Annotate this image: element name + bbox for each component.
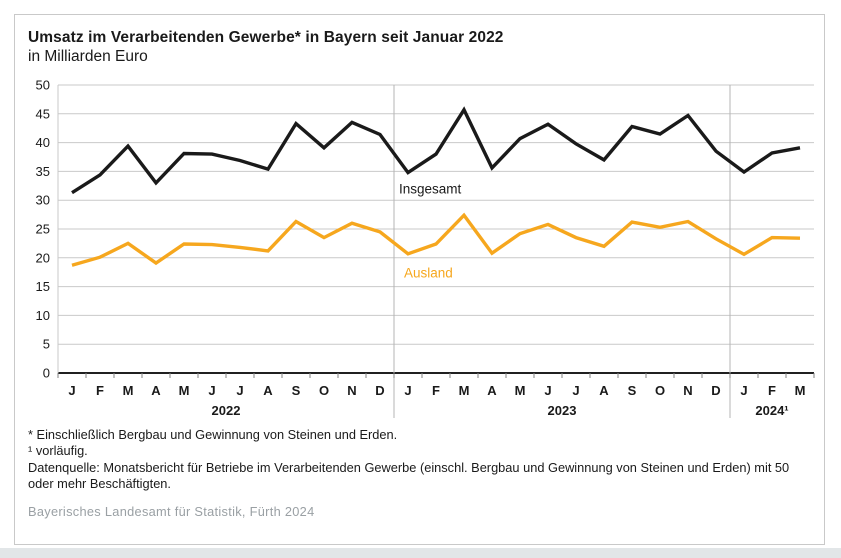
line-chart: 0 5 10 15 20 25 30 35 40 45 50 J F M A M J J A S O N D J F M A M J J A… [36,77,815,418]
svg-text:35: 35 [36,164,50,179]
svg-text:A: A [263,383,273,398]
svg-text:45: 45 [36,106,50,121]
svg-text:40: 40 [36,135,50,150]
series-label-ausland: Ausland [404,265,453,280]
year-dividers [393,84,731,418]
svg-text:2022: 2022 [212,403,241,418]
svg-text:2023: 2023 [548,403,577,418]
svg-text:A: A [599,383,609,398]
bottom-strip [0,548,841,558]
svg-text:F: F [432,383,440,398]
svg-text:J: J [572,383,579,398]
footnote-datenquelle: Datenquelle: Monatsbericht für Betriebe … [28,459,790,491]
svg-text:M: M [795,383,806,398]
svg-text:S: S [292,383,301,398]
svg-text:S: S [628,383,637,398]
svg-text:O: O [319,383,329,398]
series-label-insgesamt: Insgesamt [399,181,462,196]
svg-text:J: J [236,383,243,398]
footnote-einschliesslich: * Einschließlich Bergbau und Gewinnung v… [28,426,398,442]
svg-text:25: 25 [36,221,50,236]
svg-text:A: A [151,383,161,398]
year-labels: 2022 2023 2024¹ [212,403,789,418]
svg-text:A: A [487,383,497,398]
svg-text:J: J [740,383,747,398]
x-axis-ticks [57,372,815,378]
svg-text:J: J [208,383,215,398]
svg-text:50: 50 [36,77,50,92]
svg-text:10: 10 [36,308,50,323]
svg-text:J: J [404,383,411,398]
svg-text:N: N [347,383,356,398]
chart-subtitle: in Milliarden Euro [28,48,148,66]
svg-text:D: D [711,383,720,398]
svg-text:15: 15 [36,279,50,294]
svg-text:5: 5 [43,336,50,351]
series-line-insgesamt [71,106,801,194]
svg-text:D: D [375,383,384,398]
svg-text:J: J [68,383,75,398]
svg-text:M: M [179,383,190,398]
svg-text:Insgesamt: Insgesamt [399,181,462,196]
svg-text:Ausland: Ausland [404,265,453,280]
svg-text:M: M [459,383,470,398]
svg-text:O: O [655,383,665,398]
svg-text:F: F [96,383,104,398]
series-line-ausland [71,212,801,267]
footnotes: * Einschließlich Bergbau und Gewinnung v… [28,427,808,493]
svg-text:M: M [515,383,526,398]
footnote-vorlaeufig: ¹ vorläufig. [28,443,88,459]
svg-text:30: 30 [36,192,50,207]
svg-text:20: 20 [36,250,50,265]
svg-text:N: N [683,383,692,398]
chart-title: Umsatz im Verarbeitenden Gewerbe* in Bay… [28,29,504,46]
chart-area: 0 5 10 15 20 25 30 35 40 45 50 J F M A M J J A S O N D J F M A M J J A… [28,73,815,427]
source-text: Bayerisches Landesamt für Statistik, Für… [28,504,315,520]
svg-text:0: 0 [43,365,50,380]
y-axis-labels: 0 5 10 15 20 25 30 35 40 45 50 [36,77,50,380]
svg-text:M: M [123,383,134,398]
svg-text:F: F [768,383,776,398]
svg-text:2024¹: 2024¹ [755,403,788,418]
svg-text:J: J [544,383,551,398]
chart-frame: Umsatz im Verarbeitenden Gewerbe* in Bay… [14,14,825,545]
